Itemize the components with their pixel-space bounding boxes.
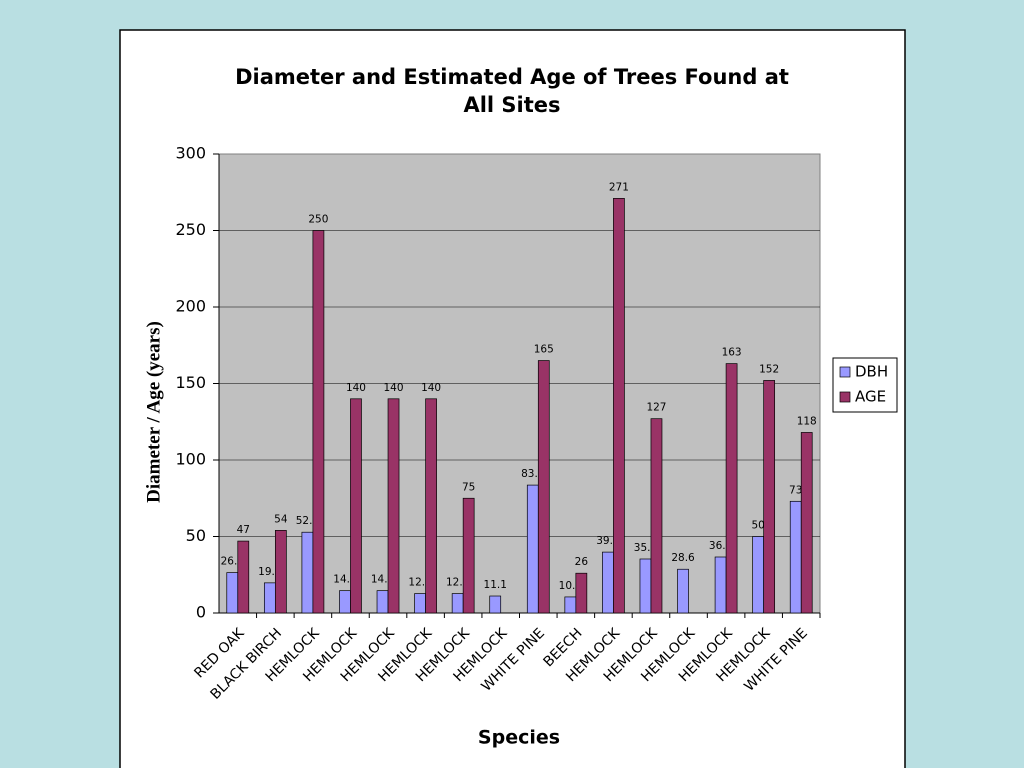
data-label: 140 <box>421 382 441 394</box>
y-tick-label: 300 <box>175 144 206 163</box>
legend-swatch <box>839 366 851 378</box>
chart-title: Diameter and Estimated Age of Trees Foun… <box>235 65 789 117</box>
bar <box>263 582 276 614</box>
bar <box>376 590 389 614</box>
bar <box>725 363 738 614</box>
data-label: 75 <box>462 481 475 493</box>
legend-swatch <box>839 391 851 403</box>
data-label: 73 <box>789 484 802 496</box>
data-label: 152 <box>759 363 779 375</box>
bar <box>789 500 802 614</box>
data-label: 127 <box>646 402 666 414</box>
bar <box>564 596 577 614</box>
y-tick-label: 250 <box>175 220 206 239</box>
bar <box>451 593 464 614</box>
bar <box>274 530 287 614</box>
bar <box>800 432 813 614</box>
bar <box>425 398 437 614</box>
bar <box>537 360 550 614</box>
data-label: 165 <box>534 344 554 356</box>
x-axis-title: Species <box>478 727 560 749</box>
data-label: 140 <box>346 382 366 394</box>
y-axis-title: Diameter / Age (years) <box>143 321 164 503</box>
legend-label: DBH <box>855 363 888 381</box>
data-label: 50 <box>751 520 764 532</box>
bar <box>414 593 426 614</box>
y-tick-label: 150 <box>175 373 206 392</box>
bar <box>387 398 400 614</box>
data-label: 28.6 <box>671 552 695 564</box>
data-label: 250 <box>308 214 328 226</box>
bar <box>575 572 588 614</box>
bar <box>237 540 250 614</box>
data-label: 11.1 <box>484 579 507 591</box>
bar <box>526 484 539 614</box>
bar <box>714 556 727 614</box>
data-label: 271 <box>609 181 629 193</box>
bar <box>339 590 351 614</box>
data-label: 140 <box>384 382 404 394</box>
y-tick-label: 50 <box>186 526 206 545</box>
bar <box>650 418 663 614</box>
bar <box>763 380 776 614</box>
data-label: 54 <box>274 513 288 525</box>
bar <box>639 558 652 614</box>
bar <box>677 568 689 614</box>
bar <box>301 531 314 614</box>
bar <box>226 572 239 614</box>
bar <box>312 230 325 614</box>
data-label: 47 <box>237 524 250 536</box>
y-tick-label: 0 <box>196 603 206 622</box>
data-label: 163 <box>722 347 742 359</box>
y-tick-label: 100 <box>175 450 206 469</box>
y-tick-label: 200 <box>175 297 206 316</box>
data-label: 26 <box>575 556 589 568</box>
bar <box>752 536 765 614</box>
bar <box>489 595 502 614</box>
legend-label: AGE <box>855 388 886 406</box>
bar <box>613 198 625 614</box>
bar <box>350 398 362 614</box>
bar <box>602 551 614 614</box>
bar <box>462 497 475 614</box>
data-label: 118 <box>797 415 817 427</box>
